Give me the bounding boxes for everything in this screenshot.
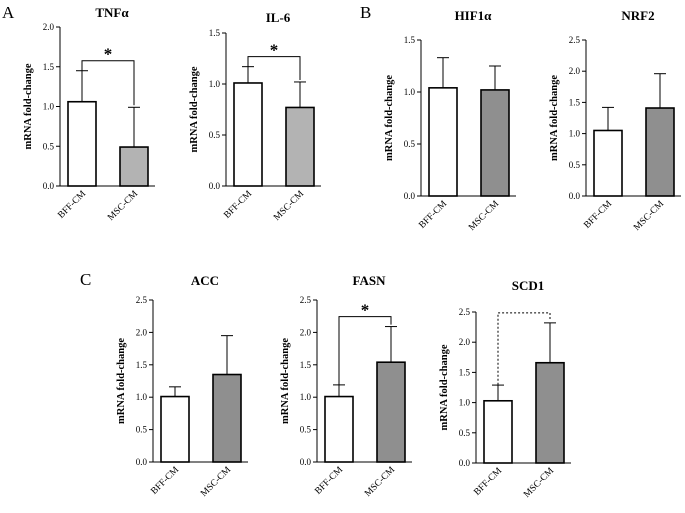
- significance-star: *: [270, 41, 279, 60]
- bar-msc-cm: [212, 373, 242, 463]
- category-label: MSC-CM: [467, 199, 501, 233]
- y-axis-label: mRNA fold-change: [116, 338, 127, 424]
- chart-title: FASN: [353, 273, 387, 288]
- category-label: MSC-CM: [199, 465, 233, 499]
- bar-msc-cm: [119, 146, 149, 187]
- panel-letter-c: C: [80, 270, 91, 289]
- bar-msc-cm: [480, 89, 510, 197]
- y-tick-label: 1.0: [209, 79, 221, 89]
- y-tick-label: 0.0: [43, 181, 55, 191]
- chart-title: IL-6: [266, 10, 291, 25]
- y-tick-label: 1.5: [459, 367, 471, 377]
- category-label: MSC-CM: [106, 189, 140, 223]
- panel-letter-b: B: [360, 3, 371, 22]
- bar-bff-cm: [593, 129, 623, 197]
- bar-msc-cm: [645, 107, 675, 197]
- y-tick-label: 1.0: [404, 87, 416, 97]
- chart-nrf2: NRF2 0.0 0.5 1.0 1.5 2.0 2.5 mRNA fold-change BF…: [549, 8, 681, 233]
- y-tick-label: 2.0: [569, 66, 581, 76]
- y-axis-label: mRNA fold-change: [439, 344, 450, 430]
- bar-msc-cm: [285, 106, 315, 187]
- y-axis-label: mRNA fold-change: [384, 75, 395, 161]
- category-label: BFF-CM: [417, 199, 449, 231]
- chart-tnf: TNFα 0.0 0.5 1.0 1.5 2.0 mRNA fold-change BFF-C…: [23, 5, 155, 223]
- y-tick-label: 0.5: [43, 141, 55, 151]
- y-axis-label: mRNA fold-change: [23, 63, 34, 149]
- bar-bff-cm: [67, 100, 97, 187]
- y-tick-label: 1.0: [43, 102, 55, 112]
- y-tick-label: 0.5: [136, 425, 148, 435]
- y-tick-label: 0.0: [136, 457, 148, 467]
- panel-letter-a: A: [2, 3, 15, 22]
- bar-bff-cm: [428, 87, 458, 197]
- category-label: MSC-CM: [632, 199, 666, 233]
- significance-bracket: [81, 60, 135, 106]
- y-axis-label: mRNA fold-change: [280, 338, 291, 424]
- category-label: MSC-CM: [522, 466, 556, 500]
- y-tick-label: 0.5: [569, 160, 581, 170]
- chart-title: SCD1: [512, 278, 545, 293]
- charts: TNFα 0.0 0.5 1.0 1.5 2.0 mRNA fold-change BFF-C…: [23, 5, 681, 500]
- category-label: MSC-CM: [363, 465, 397, 499]
- bar-msc-cm: [535, 361, 565, 464]
- category-label: MSC-CM: [272, 189, 306, 223]
- chart-title: HIF1α: [455, 8, 493, 23]
- y-tick-label: 1.0: [569, 129, 581, 139]
- category-label: BFF-CM: [472, 466, 504, 498]
- bar-bff-cm: [160, 395, 190, 463]
- y-tick-label: 0.5: [300, 425, 312, 435]
- bar-bff-cm: [483, 399, 513, 464]
- bar-bff-cm: [233, 82, 263, 187]
- y-tick-label: 1.5: [569, 97, 581, 107]
- y-tick-label: 0.0: [569, 191, 581, 201]
- chart-title: ACC: [191, 273, 219, 288]
- y-tick-label: 1.5: [209, 28, 221, 38]
- y-tick-label: 0.0: [459, 458, 471, 468]
- chart-scd1: SCD1 0.0 0.5 1.0 1.5 2.0 2.5 mRNA fold-change BF…: [439, 278, 571, 500]
- category-label: BFF-CM: [222, 189, 254, 221]
- category-label: BFF-CM: [582, 199, 614, 231]
- bar-msc-cm: [376, 361, 406, 463]
- y-axis-label: mRNA fold-change: [549, 75, 560, 161]
- y-tick-label: 0.0: [404, 191, 416, 201]
- significance-bracket: [338, 316, 392, 393]
- category-label: BFF-CM: [149, 465, 181, 497]
- y-tick-label: 0.5: [209, 130, 221, 140]
- y-tick-label: 0.5: [404, 139, 416, 149]
- significance-bracket: [497, 312, 551, 397]
- significance-star: *: [361, 301, 370, 320]
- category-label: BFF-CM: [313, 465, 345, 497]
- y-tick-label: 2.0: [43, 22, 55, 32]
- y-tick-label: 1.5: [136, 360, 148, 370]
- y-tick-label: 2.5: [569, 35, 581, 45]
- chart-fasn: FASN 0.0 0.5 1.0 1.5 2.0 2.5 mRNA fold-change BF…: [280, 273, 412, 499]
- y-tick-label: 1.5: [300, 360, 312, 370]
- y-tick-label: 2.0: [136, 327, 148, 337]
- significance-bracket: [247, 56, 301, 80]
- chart-il-6: IL-6 0.0 0.5 1.0 1.5 mRNA fold-change BFF-CM MS…: [189, 10, 321, 223]
- chart-acc: ACC 0.0 0.5 1.0 1.5 2.0 2.5 mRNA fold-change BFF…: [116, 273, 248, 499]
- significance-star: *: [104, 45, 113, 64]
- y-tick-label: 0.5: [459, 428, 471, 438]
- y-tick-label: 2.5: [136, 295, 148, 305]
- y-tick-label: 1.5: [404, 35, 416, 45]
- y-tick-label: 2.5: [459, 307, 471, 317]
- y-tick-label: 1.0: [300, 392, 312, 402]
- y-tick-label: 1.0: [136, 392, 148, 402]
- y-tick-label: 1.5: [43, 62, 55, 72]
- y-tick-label: 1.0: [459, 398, 471, 408]
- y-tick-label: 2.5: [300, 295, 312, 305]
- category-label: BFF-CM: [56, 189, 88, 221]
- y-axis-label: mRNA fold-change: [189, 66, 200, 152]
- chart-title: TNFα: [95, 5, 129, 20]
- y-tick-label: 2.0: [300, 327, 312, 337]
- y-tick-label: 2.0: [459, 337, 471, 347]
- y-tick-label: 0.0: [209, 181, 221, 191]
- chart-hif1: HIF1α 0.0 0.5 1.0 1.5 mRNA fold-change BFF-CM M…: [384, 8, 516, 233]
- y-tick-label: 0.0: [300, 457, 312, 467]
- chart-title: NRF2: [621, 8, 654, 23]
- bar-bff-cm: [324, 395, 354, 463]
